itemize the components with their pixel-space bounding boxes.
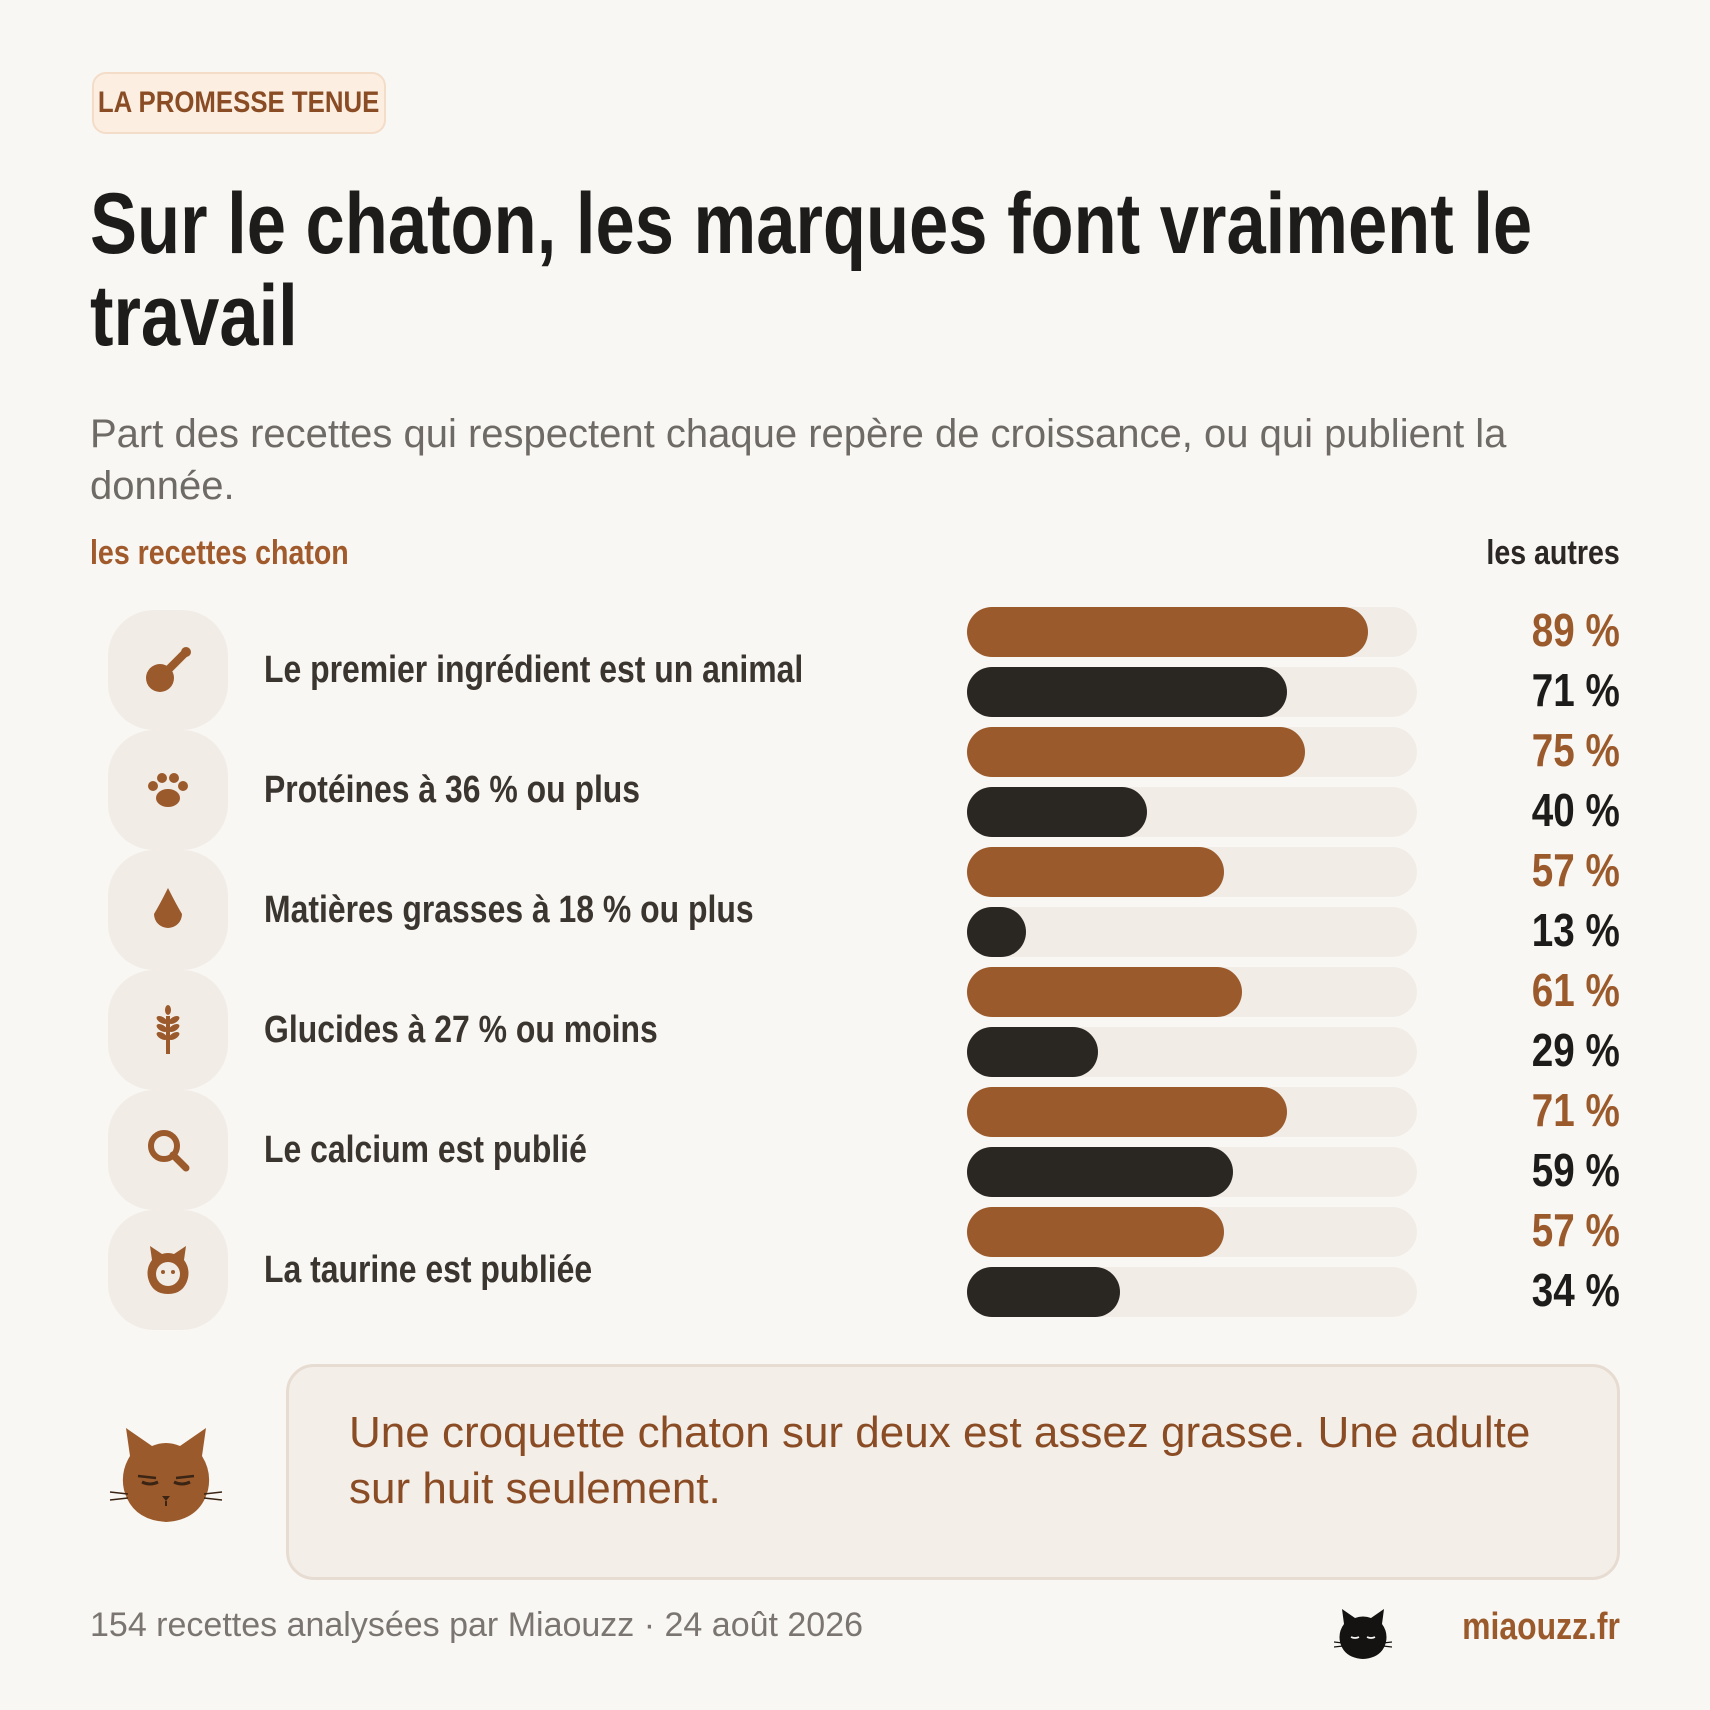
data-label-kitten: 75 % [1531, 724, 1620, 776]
data-label-other: 34 % [1531, 1264, 1620, 1316]
data-label-kitten: 89 % [1531, 604, 1620, 656]
cat-mascot-icon [109, 1428, 223, 1522]
site-link[interactable]: miaouzz.fr [1462, 1606, 1620, 1648]
paw-icon [108, 730, 228, 850]
bar-kitten [967, 727, 1305, 777]
legend-kitten: les recettes chaton [90, 534, 349, 572]
cat-logo-icon [1334, 1609, 1392, 1659]
data-label-other: 29 % [1531, 1024, 1620, 1076]
data-label-other: 40 % [1531, 784, 1620, 836]
category-label: Protéines à 36 % ou plus [264, 769, 641, 811]
category-label: Glucides à 27 % ou moins [264, 1009, 658, 1051]
data-label-other: 59 % [1531, 1144, 1620, 1196]
bar-other [967, 1147, 1233, 1197]
drumstick-icon [108, 610, 228, 730]
legend-other: les autres [1486, 534, 1620, 572]
cat-face-icon [108, 1210, 228, 1330]
category-label: Matières grasses à 18 % ou plus [264, 889, 754, 931]
bar-kitten [967, 1087, 1287, 1137]
magnifier-icon [108, 1090, 228, 1210]
wheat-icon [108, 970, 228, 1090]
bar-other [967, 1027, 1098, 1077]
chart-title: Sur le chaton, les marques font vraiment… [90, 176, 1533, 364]
data-label-other: 71 % [1531, 664, 1620, 716]
footer-note: 154 recettes analysées par Miaouzz · 24 … [90, 1606, 864, 1644]
data-label-kitten: 57 % [1531, 1204, 1620, 1256]
category-label: La taurine est publiée [264, 1249, 593, 1291]
bar-other [967, 1267, 1120, 1317]
data-label-kitten: 71 % [1531, 1084, 1620, 1136]
data-label-other: 13 % [1531, 904, 1620, 956]
bar-kitten [967, 607, 1368, 657]
category-label: Le calcium est publié [264, 1129, 587, 1171]
bar-other [967, 787, 1147, 837]
bar-kitten [967, 967, 1242, 1017]
bar-other [967, 667, 1287, 717]
bar-other [967, 907, 1026, 957]
data-label-kitten: 57 % [1531, 844, 1620, 896]
drop-icon [108, 850, 228, 970]
chart-subtitle: Part des recettes qui respectent chaque … [90, 412, 1507, 508]
callout-box: Une croquette chaton sur deux est assez … [286, 1364, 1620, 1580]
data-label-kitten: 61 % [1531, 964, 1620, 1016]
section-tag: LA PROMESSE TENUE [92, 72, 386, 134]
category-label: Le premier ingrédient est un animal [264, 649, 804, 691]
bar-track [967, 907, 1417, 957]
bar-kitten [967, 847, 1224, 897]
bar-kitten [967, 1207, 1224, 1257]
